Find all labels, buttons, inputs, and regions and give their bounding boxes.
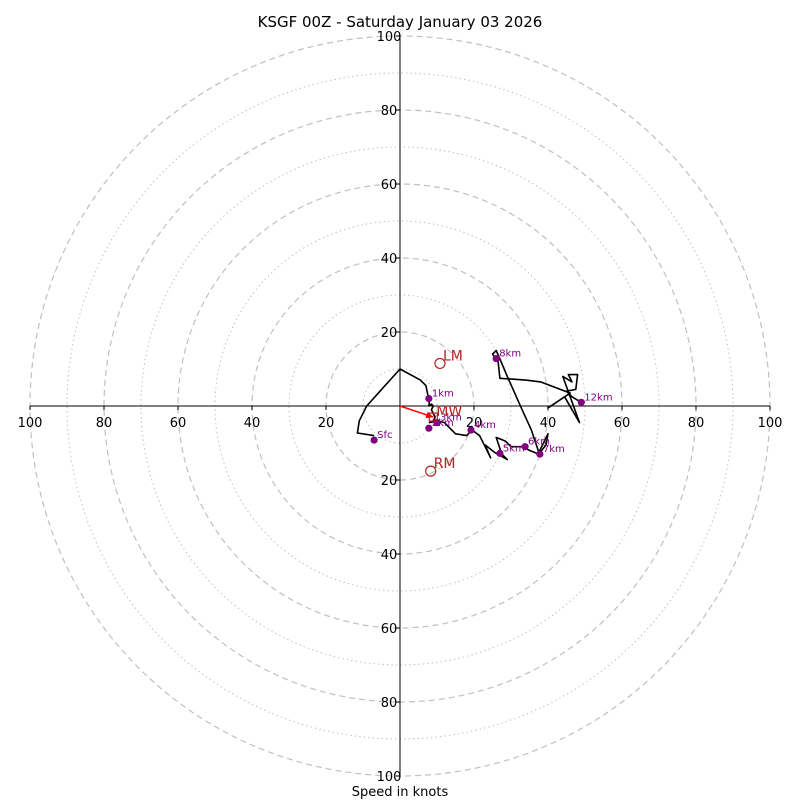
storm-motion-label-RM: RM	[434, 456, 456, 472]
hodograph-trace	[356, 349, 582, 461]
hodograph-line	[356, 349, 582, 461]
x-tick-label: 60	[614, 416, 631, 431]
height-label-12km: 12km	[584, 392, 612, 403]
storm-motions: LM RM MW	[425, 348, 463, 477]
x-tick-label: 40	[244, 416, 261, 431]
y-tick-label: 100	[377, 770, 402, 785]
x-tick-label: 40	[540, 416, 557, 431]
chart-title: KSGF 00Z - Saturday January 03 2026	[258, 13, 543, 31]
y-tick-label: 40	[381, 548, 398, 563]
height-label-2km: 2km	[432, 418, 454, 429]
tick-labels: 100 80 60 40 20 20 40 60 80 100100806040202040608…	[18, 30, 783, 785]
height-label-3km: 3km	[440, 413, 462, 424]
x-tick-label: 100	[18, 416, 43, 431]
y-tick-label: 60	[381, 622, 398, 637]
y-tick-label: 80	[381, 104, 398, 119]
x-axis-label: Speed in knots	[352, 785, 449, 800]
y-tick-label: 100	[377, 30, 402, 45]
x-tick-label: 100	[758, 416, 783, 431]
storm-motion-marker-LM	[434, 357, 446, 370]
height-point-8km	[492, 355, 500, 363]
y-tick-label: 80	[381, 696, 398, 711]
storm-motion-label-LM: LM	[443, 348, 463, 364]
height-label-7km: 7km	[543, 444, 565, 455]
y-tick-label: 20	[381, 474, 398, 489]
height-point-12km	[577, 398, 585, 406]
height-point-5km	[496, 449, 504, 457]
mean-wind-marker	[428, 412, 438, 422]
y-tick-label: 20	[381, 326, 398, 341]
x-tick-label: 60	[170, 416, 187, 431]
x-tick-label: 20	[318, 416, 335, 431]
height-point-4km	[467, 426, 475, 434]
x-tick-label: 80	[688, 416, 705, 431]
mean-wind-label: MW	[436, 404, 462, 420]
y-tick-label: 40	[381, 252, 398, 267]
storm-motion-marker-RM	[425, 465, 437, 477]
height-point-7km	[536, 450, 544, 458]
shear-vector	[399, 405, 434, 419]
y-tick-label: 60	[381, 178, 398, 193]
height-label-1km: 1km	[432, 389, 454, 400]
height-point-6km	[521, 443, 529, 451]
height-point-Sfc	[370, 436, 378, 444]
height-label-5km: 5km	[503, 443, 525, 454]
height-label-4km: 4km	[474, 420, 496, 431]
height-label-6km: 6km	[528, 437, 550, 448]
x-tick-label: 80	[96, 416, 113, 431]
height-label-8km: 8km	[499, 349, 521, 360]
height-label-Sfc: Sfc	[377, 430, 392, 441]
height-point-2km	[425, 424, 433, 432]
height-point-1km	[425, 395, 433, 403]
